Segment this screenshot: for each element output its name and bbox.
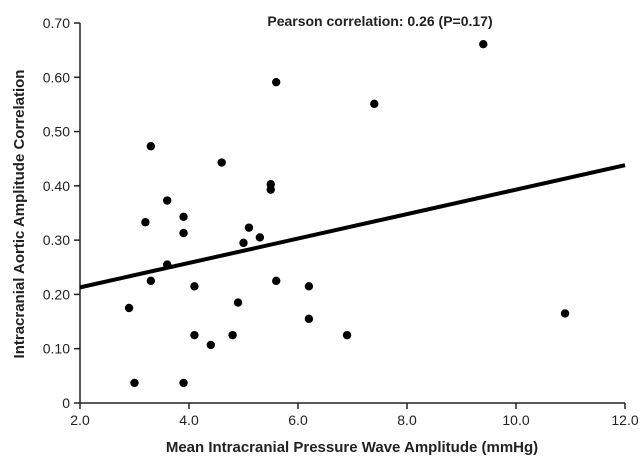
data-point <box>228 330 237 340</box>
regression-line <box>79 163 626 290</box>
data-point <box>217 158 226 167</box>
y-tick-label: 0.20 <box>43 286 70 302</box>
data-point <box>179 212 188 221</box>
data-point <box>304 314 314 324</box>
y-axis-title: Intracranial Aortic Amplitude Correlatio… <box>11 70 28 359</box>
data-point <box>141 218 150 227</box>
data-point <box>272 77 281 87</box>
y-tick-label: 0.60 <box>43 69 70 85</box>
y-tick-label: 0 <box>62 395 70 411</box>
y-tick-label: 0.70 <box>43 15 70 31</box>
data-point <box>342 330 352 340</box>
y-tick-label: 0.50 <box>43 124 70 140</box>
axes <box>79 23 625 404</box>
data-point <box>560 309 570 318</box>
x-tick-label: 8.0 <box>397 412 417 428</box>
data-point <box>179 228 188 238</box>
data-point <box>304 282 314 291</box>
x-tick-label: 2.0 <box>70 412 90 428</box>
data-point <box>146 142 156 151</box>
data-point <box>479 39 488 49</box>
ticks: 2.0 4.0 6.0 8.0 10.0 12.0 0 0.10 0.20 0.30 0.40 0.5… <box>43 15 639 428</box>
data-points <box>124 39 570 388</box>
data-point <box>370 99 379 109</box>
x-tick-label: 6.0 <box>288 412 308 428</box>
data-point <box>239 238 248 248</box>
data-point <box>163 196 172 205</box>
x-axis-title: Mean Intracranial Pressure Wave Amplitud… <box>166 439 538 456</box>
data-point <box>146 276 156 286</box>
trendline-group <box>79 163 626 290</box>
data-point <box>179 378 188 388</box>
x-tick-label: 4.0 <box>179 412 199 428</box>
data-point <box>163 260 172 269</box>
data-point <box>190 330 199 340</box>
data-point <box>255 233 265 242</box>
data-point <box>244 223 254 232</box>
y-tick-label: 0.10 <box>43 341 70 357</box>
data-point <box>266 185 275 194</box>
data-point <box>233 298 243 307</box>
y-tick-label: 0.40 <box>43 178 70 194</box>
data-point <box>124 303 134 313</box>
data-point <box>272 276 281 286</box>
data-point <box>130 378 139 388</box>
x-tick-label: 10.0 <box>502 412 529 428</box>
data-point <box>190 282 199 291</box>
correlation-annotation: Pearson correlation: 0.26 (P=0.17) <box>267 13 492 29</box>
x-tick-label: 12.0 <box>611 412 638 428</box>
data-point <box>206 340 215 350</box>
y-tick-label: 0.30 <box>43 232 70 248</box>
